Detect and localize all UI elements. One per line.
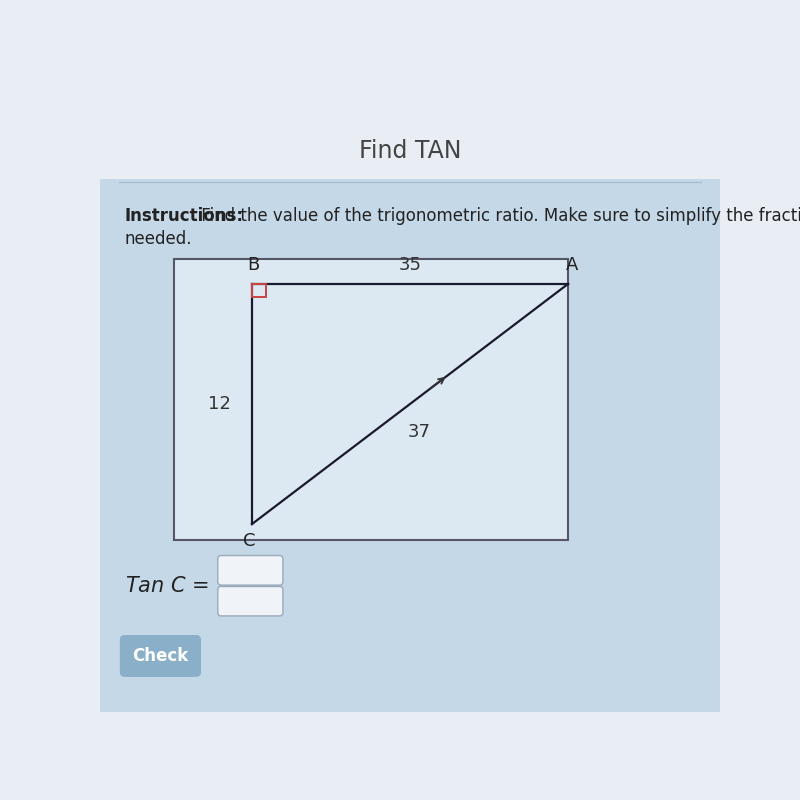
Bar	[100, 179, 720, 712]
FancyBboxPatch shape	[218, 586, 283, 616]
Text: 12: 12	[208, 395, 231, 413]
Text: C: C	[242, 532, 255, 550]
Text: Instructions:: Instructions:	[125, 207, 244, 225]
Text: A: A	[566, 257, 578, 274]
Bar	[100, 96, 720, 179]
Text: needed.: needed.	[125, 230, 192, 248]
Text: Find TAN: Find TAN	[358, 139, 462, 163]
Bar	[174, 259, 568, 539]
FancyBboxPatch shape	[120, 635, 201, 677]
Text: Find the value of the trigonometric ratio. Make sure to simplify the fraction if: Find the value of the trigonometric rati…	[196, 207, 800, 225]
Bar	[252, 284, 266, 298]
Text: $\mathit{Tan\ C}$ =: $\mathit{Tan\ C}$ =	[125, 576, 209, 596]
Text: B: B	[247, 257, 259, 274]
Text: Check: Check	[132, 647, 189, 665]
Text: 37: 37	[408, 422, 430, 441]
FancyBboxPatch shape	[218, 555, 283, 585]
Text: 35: 35	[398, 256, 422, 274]
